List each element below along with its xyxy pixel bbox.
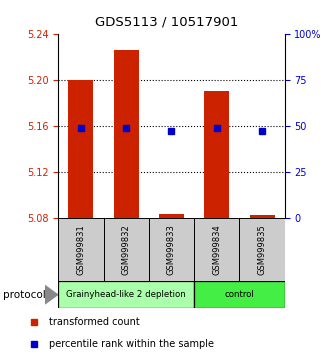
Text: control: control [224,290,254,299]
Bar [239,218,285,281]
Bar [149,218,194,281]
Text: GSM999832: GSM999832 [122,224,131,275]
Text: GSM999835: GSM999835 [257,224,267,275]
Text: GSM999833: GSM999833 [167,224,176,275]
Bar [58,281,194,308]
Bar [159,214,184,218]
Bar [114,50,139,218]
Bar [204,91,229,218]
Text: GDS5113 / 10517901: GDS5113 / 10517901 [95,16,238,29]
Text: percentile rank within the sample: percentile rank within the sample [49,339,214,349]
Bar [250,216,274,218]
Text: Grainyhead-like 2 depletion: Grainyhead-like 2 depletion [66,290,186,299]
Bar [69,80,93,218]
Text: GSM999831: GSM999831 [76,224,86,275]
Text: GSM999834: GSM999834 [212,224,221,275]
Polygon shape [45,285,58,304]
Text: transformed count: transformed count [49,317,140,327]
Bar [58,218,104,281]
Bar [194,218,239,281]
Bar [194,281,285,308]
Bar [104,218,149,281]
Text: protocol: protocol [3,290,46,300]
